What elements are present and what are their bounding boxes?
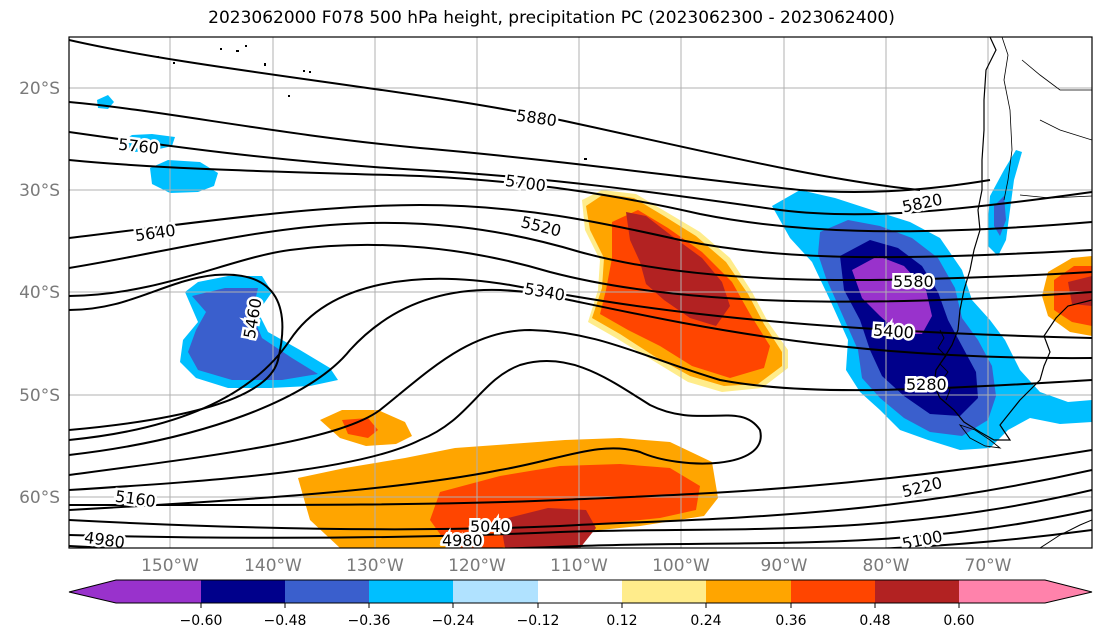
lat-label: 20°S [19, 79, 60, 99]
lon-label: 90°W [761, 556, 808, 576]
coast-border-2 [1039, 119, 1092, 141]
contour-label: 4980 [442, 531, 483, 550]
coast-south-america [933, 37, 1092, 441]
precip-pos-blob-east-d [1068, 276, 1092, 306]
contour-5340 [69, 288, 1092, 456]
precip-pos-blob-south-d [500, 508, 596, 548]
lon-label: 110°W [550, 556, 608, 576]
contour-5640 [69, 203, 1092, 259]
precip-neg-blob-se-p [852, 256, 932, 334]
height-contours [69, 39, 1092, 548]
colorbar-tick-label: −0.36 [348, 613, 391, 629]
contour-4920 [873, 529, 1092, 548]
coast-border-1 [1021, 59, 1092, 91]
colorbar-tick-label: −0.24 [432, 613, 475, 629]
colorbar-swatch [116, 580, 201, 603]
precip-neg-blob-nw3 [150, 160, 218, 193]
contour-label: 5820 [900, 190, 944, 217]
coast-border-3 [1019, 194, 1092, 199]
colorbar-tick-label: 0.12 [606, 613, 637, 629]
colorbar-swatch [959, 580, 1045, 603]
colorbar-swatch [201, 580, 285, 603]
lon-label: 130°W [346, 556, 404, 576]
latitude-labels: 20°S 30°S 40°S 50°S 60°S [19, 79, 60, 508]
precip-pos-blob-central-d [626, 212, 730, 326]
lon-label: 120°W [448, 556, 506, 576]
coast-andes [1001, 37, 1013, 201]
lon-label: 140°W [244, 556, 302, 576]
plot-frame [68, 36, 1093, 549]
colorbar-tick-label: −0.48 [264, 613, 307, 629]
colorbar-swatch [285, 580, 369, 603]
contour-label: 5760 [117, 135, 159, 158]
coast-tierra-del-fuego [958, 424, 1002, 449]
contour-label: 5340 [523, 279, 566, 305]
precip-pos-blob-south-r [430, 464, 700, 548]
contour-5880 [69, 39, 921, 191]
lon-label: 80°W [863, 556, 910, 576]
colorbar: −0.60 −0.48 −0.36 −0.24 −0.12 0.12 0.24 … [68, 579, 1093, 629]
colorbar-outline [68, 579, 1093, 604]
contour-label: 5700 [504, 171, 547, 195]
contour-5700 [69, 159, 1092, 233]
colorbar-swatch-low-extend [69, 580, 116, 603]
lat-label: 40°S [19, 283, 60, 303]
contour-label: 5280 [906, 375, 947, 394]
precip-neg-blob-west-core [188, 288, 318, 380]
contour-4980 [69, 509, 1092, 548]
lon-label: 100°W [652, 556, 710, 576]
colorbar-tick-label: −0.12 [517, 613, 560, 629]
longitude-labels: 150°W 140°W 130°W 120°W 110°W 100°W 90°W… [141, 556, 1012, 576]
colorbar-tick-label: 0.60 [943, 613, 974, 629]
contour-5280 [69, 328, 1092, 476]
contour-label: 5400 [872, 320, 914, 342]
contour-label: 5580 [893, 272, 934, 291]
colorbar-swatch [622, 580, 706, 603]
pacific-islands [157, 45, 587, 160]
coast-islands-chile [937, 329, 951, 401]
precip-pos-blob-small-core [342, 418, 378, 438]
contour-label: 5100 [900, 527, 944, 554]
colorbar-swatch [706, 580, 791, 603]
contour-label: 5040 [470, 517, 511, 536]
contour-5820 [69, 101, 991, 193]
colorbar-swatch [875, 580, 959, 603]
lon-label: 150°W [141, 556, 199, 576]
colorbar-swatch [791, 580, 875, 603]
coast-antarctic-peninsula [1039, 519, 1092, 548]
colorbar-swatch [538, 580, 622, 603]
contour-5580 [69, 221, 1092, 282]
contour-5040 [69, 489, 1092, 539]
contour-5220 [69, 360, 762, 511]
lat-label: 50°S [19, 386, 60, 406]
lat-label: 30°S [19, 181, 60, 201]
coastlines [933, 37, 1092, 548]
lon-label: 70°W [965, 556, 1012, 576]
contour-5160 [69, 449, 1092, 507]
colorbar-tick-label: 0.36 [775, 613, 806, 629]
lat-label: 60°S [19, 488, 60, 508]
colorbar-tick-label: 0.24 [690, 613, 721, 629]
contour-label: 5880 [515, 106, 558, 130]
map-title: 2023062000 F078 500 hPa height, precipit… [208, 8, 895, 28]
colorbar-swatch [453, 580, 538, 603]
contour-5400 [69, 277, 1092, 441]
colorbar-tick-label: −0.60 [180, 613, 223, 629]
plot-area: 5880 5760 5700 5520 5640 5820 5580 5340 … [69, 37, 1092, 554]
contour-5760 [69, 131, 1092, 216]
colorbar-swatch-high-extend [1045, 580, 1092, 603]
contour-5100 [69, 469, 1092, 531]
colorbar-swatch [369, 580, 453, 603]
precip-neg-strip-chile-b [994, 196, 1006, 236]
colorbar-tick-label: 0.48 [859, 613, 890, 629]
contour-5520 [69, 243, 1092, 303]
